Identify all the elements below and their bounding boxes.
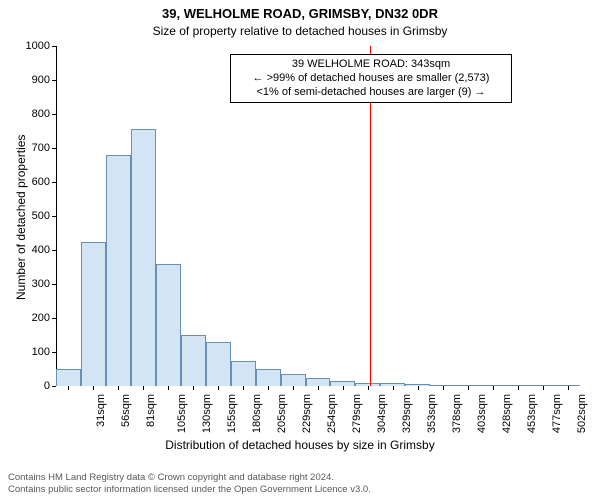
y-axis-line (56, 46, 57, 386)
y-tick-mark (52, 284, 56, 285)
annotation-line-3: <1% of semi-detached houses are larger (… (237, 86, 505, 100)
x-tick-mark (243, 386, 244, 390)
x-tick-mark (218, 386, 219, 390)
x-tick-label: 329sqm (401, 394, 413, 433)
annotation-line-1: 39 WELHOLME ROAD: 343sqm (237, 58, 505, 72)
histogram-bar (306, 378, 331, 387)
x-tick-mark (518, 386, 519, 390)
y-tick-mark (52, 318, 56, 319)
x-tick-mark (93, 386, 94, 390)
x-tick-mark (68, 386, 69, 390)
chart-title-main: 39, WELHOLME ROAD, GRIMSBY, DN32 0DR (0, 6, 600, 21)
annotation-line-2: ← >99% of detached houses are smaller (2… (237, 72, 505, 86)
footer-line-1: Contains HM Land Registry data © Crown c… (8, 472, 371, 484)
x-tick-label: 453sqm (526, 394, 538, 433)
x-tick-mark (118, 386, 119, 390)
x-tick-label: 502sqm (576, 394, 588, 433)
x-tick-label: 279sqm (351, 394, 363, 433)
y-tick-mark (52, 114, 56, 115)
x-tick-label: 205sqm (276, 394, 288, 433)
x-tick-label: 81sqm (145, 394, 157, 427)
y-tick-mark (52, 352, 56, 353)
y-tick-mark (52, 80, 56, 81)
histogram-bar (156, 264, 181, 386)
histogram-bar (81, 242, 106, 387)
x-tick-mark (393, 386, 394, 390)
histogram-bar (231, 361, 256, 387)
x-tick-mark (343, 386, 344, 390)
x-tick-mark (543, 386, 544, 390)
histogram-bar (181, 335, 206, 386)
x-tick-label: 403sqm (476, 394, 488, 433)
chart-container: 39, WELHOLME ROAD, GRIMSBY, DN32 0DR Siz… (0, 0, 600, 500)
x-tick-mark (568, 386, 569, 390)
y-tick-mark (52, 386, 56, 387)
x-tick-mark (143, 386, 144, 390)
x-tick-label: 428sqm (501, 394, 513, 433)
x-tick-label: 254sqm (326, 394, 338, 433)
footer-attribution: Contains HM Land Registry data © Crown c… (8, 472, 371, 496)
footer-line-2: Contains public sector information licen… (8, 484, 371, 496)
x-tick-mark (443, 386, 444, 390)
x-tick-label: 130sqm (201, 394, 213, 433)
x-tick-mark (418, 386, 419, 390)
x-tick-mark (193, 386, 194, 390)
x-tick-label: 353sqm (426, 394, 438, 433)
histogram-bar (206, 342, 231, 386)
x-tick-label: 378sqm (451, 394, 463, 433)
histogram-bar (281, 374, 306, 386)
histogram-bar (256, 369, 281, 386)
x-tick-mark (168, 386, 169, 390)
x-tick-label: 180sqm (251, 394, 263, 433)
x-tick-mark (368, 386, 369, 390)
chart-title-sub: Size of property relative to detached ho… (0, 24, 600, 38)
histogram-bar (131, 129, 156, 386)
x-axis-label: Distribution of detached houses by size … (0, 438, 600, 452)
x-tick-mark (268, 386, 269, 390)
x-tick-label: 105sqm (176, 394, 188, 433)
y-tick-mark (52, 46, 56, 47)
histogram-bar (56, 369, 81, 386)
y-axis-label: Number of detached properties (14, 135, 28, 300)
x-tick-label: 155sqm (226, 394, 238, 433)
x-tick-label: 56sqm (120, 394, 132, 427)
x-tick-label: 229sqm (301, 394, 313, 433)
y-tick-mark (52, 148, 56, 149)
x-tick-mark (493, 386, 494, 390)
x-tick-label: 477sqm (551, 394, 563, 433)
x-tick-label: 304sqm (376, 394, 388, 433)
x-tick-mark (293, 386, 294, 390)
histogram-bar (106, 155, 131, 386)
y-tick-mark (52, 182, 56, 183)
x-tick-mark (318, 386, 319, 390)
x-tick-label: 31sqm (96, 394, 108, 427)
x-tick-mark (468, 386, 469, 390)
y-tick-mark (52, 250, 56, 251)
annotation-box: 39 WELHOLME ROAD: 343sqm ← >99% of detac… (230, 54, 512, 103)
y-tick-mark (52, 216, 56, 217)
